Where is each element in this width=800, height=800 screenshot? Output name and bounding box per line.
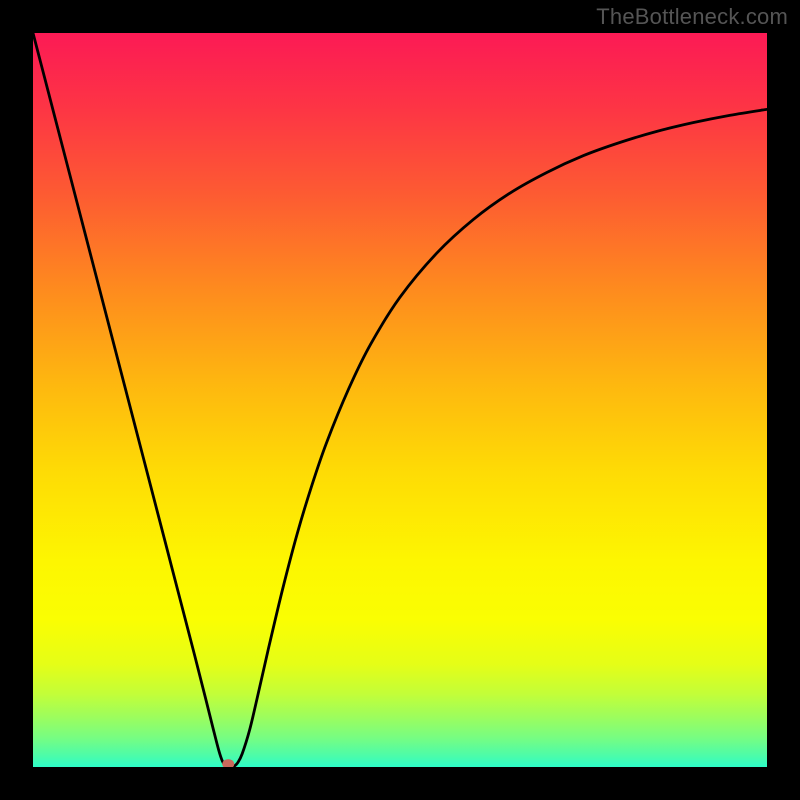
plot-background [33,33,767,767]
bottleneck-chart [0,0,800,800]
chart-container: TheBottleneck.com [0,0,800,800]
watermark-label: TheBottleneck.com [596,4,788,30]
